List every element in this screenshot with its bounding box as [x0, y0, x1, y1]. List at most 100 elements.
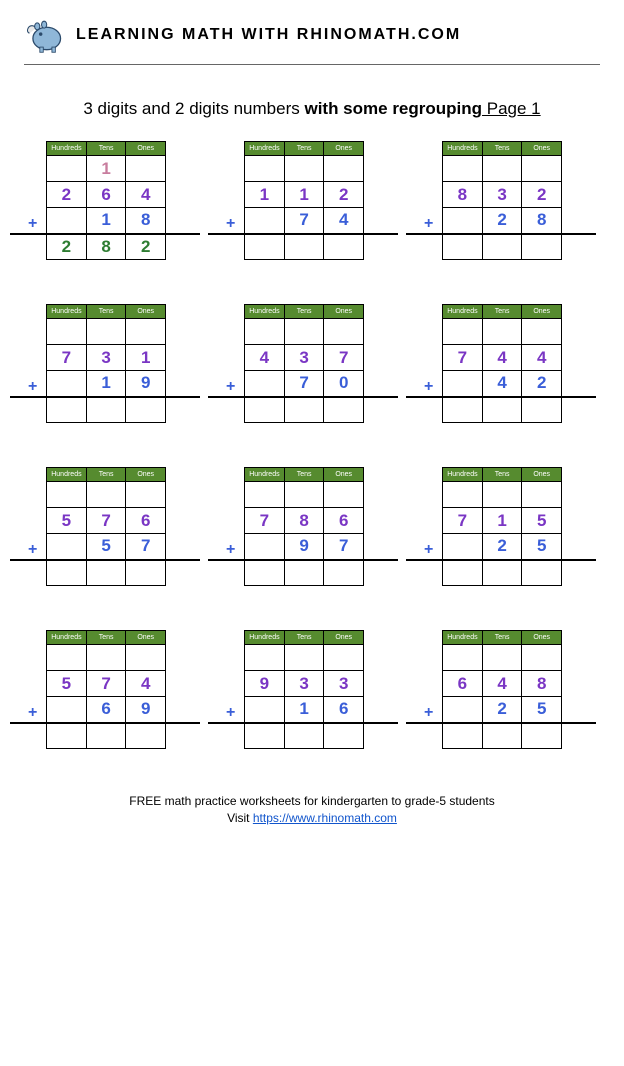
answer-cell — [86, 560, 126, 586]
carry-cell — [86, 645, 126, 671]
addend2-cell: 9 — [284, 534, 324, 560]
place-value-table: HundredsTensOnes126418282 — [46, 141, 166, 260]
site-title: LEARNING MATH WITH RHINOMATH.COM — [76, 26, 461, 44]
carry-cell — [522, 645, 562, 671]
problem: +HundredsTensOnes57657 — [28, 467, 200, 586]
column-header: Tens — [482, 305, 522, 319]
carry-cell — [284, 482, 324, 508]
answer-cell — [86, 723, 126, 749]
answer-cell — [324, 723, 364, 749]
answer-cell — [482, 723, 522, 749]
addend1-cell: 6 — [324, 508, 364, 534]
answer-cell — [443, 723, 483, 749]
carry-cell — [245, 319, 285, 345]
answer-cell — [284, 560, 324, 586]
column-header: Hundreds — [47, 305, 87, 319]
place-value-table: HundredsTensOnes74442 — [442, 304, 562, 423]
answer-cell — [284, 397, 324, 423]
addend1-cell: 7 — [324, 345, 364, 371]
page-header: LEARNING MATH WITH RHINOMATH.COM — [24, 16, 600, 65]
addend2-cell — [443, 208, 483, 234]
addend2-cell: 6 — [86, 697, 126, 723]
addend2-cell — [47, 534, 87, 560]
column-header: Tens — [86, 631, 126, 645]
addend1-cell: 2 — [47, 182, 87, 208]
column-header: Hundreds — [47, 468, 87, 482]
addend1-cell: 6 — [443, 671, 483, 697]
carry-cell — [126, 156, 166, 182]
addend1-cell: 5 — [522, 508, 562, 534]
plus-icon: + — [226, 704, 235, 722]
problem: +HundredsTensOnes93316 — [226, 630, 398, 749]
carry-cell — [47, 319, 87, 345]
sum-line — [406, 722, 596, 724]
addend1-cell: 7 — [86, 671, 126, 697]
column-header: Tens — [86, 468, 126, 482]
addend1-cell: 5 — [47, 671, 87, 697]
answer-cell — [522, 397, 562, 423]
addend1-cell: 7 — [47, 345, 87, 371]
addend2-cell: 7 — [126, 534, 166, 560]
plus-icon: + — [28, 215, 37, 233]
addend2-cell: 9 — [126, 697, 166, 723]
column-header: Ones — [324, 142, 364, 156]
column-header: Tens — [284, 631, 324, 645]
column-header: Tens — [482, 142, 522, 156]
title-prefix: 3 digits and 2 digits numbers — [83, 99, 304, 118]
addend1-cell: 3 — [86, 345, 126, 371]
column-header: Ones — [324, 631, 364, 645]
addend2-cell: 0 — [324, 371, 364, 397]
addend2-cell: 5 — [86, 534, 126, 560]
addend2-cell — [47, 697, 87, 723]
carry-cell — [47, 645, 87, 671]
sum-line — [406, 559, 596, 561]
answer-cell — [86, 397, 126, 423]
addend2-cell — [245, 697, 285, 723]
answer-cell — [126, 723, 166, 749]
addend2-cell — [443, 534, 483, 560]
addend2-cell: 1 — [284, 697, 324, 723]
column-header: Ones — [522, 142, 562, 156]
carry-cell — [482, 645, 522, 671]
addend1-cell: 3 — [284, 671, 324, 697]
addend1-cell: 2 — [522, 182, 562, 208]
addend2-cell — [443, 371, 483, 397]
column-header: Hundreds — [47, 631, 87, 645]
addend2-cell — [47, 371, 87, 397]
answer-cell — [126, 397, 166, 423]
problem: +HundredsTensOnes43770 — [226, 304, 398, 423]
plus-icon: + — [226, 215, 235, 233]
carry-cell — [443, 645, 483, 671]
carry-cell — [245, 482, 285, 508]
answer-cell — [284, 723, 324, 749]
plus-icon: + — [424, 704, 433, 722]
sum-line — [208, 559, 398, 561]
column-header: Ones — [522, 468, 562, 482]
answer-cell: 2 — [126, 234, 166, 260]
place-value-table: HundredsTensOnes83228 — [442, 141, 562, 260]
addend1-cell: 1 — [245, 182, 285, 208]
column-header: Hundreds — [245, 631, 285, 645]
column-header: Ones — [522, 305, 562, 319]
column-header: Hundreds — [245, 305, 285, 319]
answer-cell: 8 — [86, 234, 126, 260]
problem: +HundredsTensOnes11274 — [226, 141, 398, 260]
addend2-cell: 7 — [284, 208, 324, 234]
place-value-table: HundredsTensOnes64825 — [442, 630, 562, 749]
problem: + HundredsTensOnes64825 — [424, 630, 596, 749]
answer-cell — [482, 397, 522, 423]
column-header: Ones — [126, 305, 166, 319]
carry-cell — [126, 319, 166, 345]
carry-cell — [324, 645, 364, 671]
addend1-cell: 1 — [284, 182, 324, 208]
addend1-cell: 4 — [482, 671, 522, 697]
sum-line — [208, 396, 398, 398]
plus-icon: + — [424, 215, 433, 233]
addend1-cell: 3 — [284, 345, 324, 371]
problem: +HundredsTensOnes74442 — [424, 304, 596, 423]
column-header: Ones — [126, 142, 166, 156]
addend1-cell: 7 — [443, 508, 483, 534]
footer-link[interactable]: https://www.rhinomath.com — [253, 811, 397, 825]
answer-cell — [47, 560, 87, 586]
addend2-cell: 2 — [482, 208, 522, 234]
